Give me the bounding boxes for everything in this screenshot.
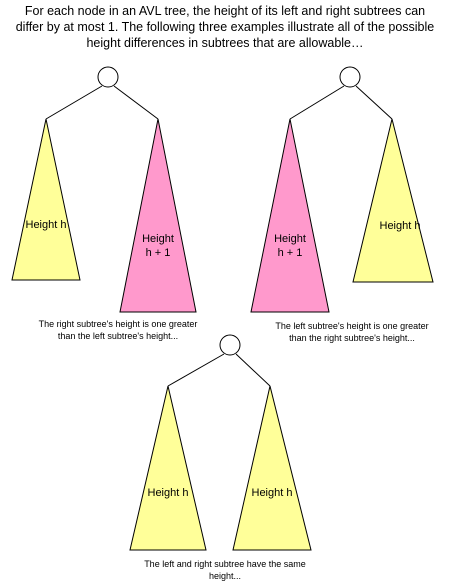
root-node <box>97 66 119 88</box>
example-left-taller: Height h + 1 Height h <box>250 66 434 313</box>
caption-line-2: height... <box>208 571 242 581</box>
caption-left-taller: The left subtree's height is one greater… <box>252 320 450 344</box>
caption-equal-height: The left and right subtree have the same… <box>130 558 320 582</box>
example-equal-height: Height h Height h <box>129 334 312 551</box>
intro-line-1: For each node in an AVL tree, the height… <box>24 4 426 18</box>
edge-left <box>167 353 225 387</box>
edge-right <box>235 353 271 387</box>
left-subtree-label: Height h <box>148 487 189 499</box>
caption-right-taller: The right subtree's height is one greate… <box>18 318 218 342</box>
right-subtree-label-2: h + 1 <box>146 247 171 259</box>
edge-right <box>113 85 159 120</box>
right-subtree-label: Height h <box>252 487 293 499</box>
example-right-taller: Height h Height h + 1 <box>11 66 197 313</box>
edge-left <box>45 85 103 120</box>
caption-line-1: The left subtree's height is one greater <box>275 321 429 331</box>
left-subtree-label: Height <box>274 233 306 245</box>
caption-line-1: The right subtree's height is one greate… <box>38 319 198 329</box>
root-node <box>339 66 361 88</box>
intro-line-2: differ by at most 1. The following three… <box>15 20 435 34</box>
root-node <box>219 334 241 356</box>
right-subtree-triangle <box>119 118 197 313</box>
left-subtree-triangle <box>11 118 81 281</box>
left-subtree-triangle <box>250 118 330 313</box>
intro-line-3: height differences in subtrees that are … <box>86 36 364 50</box>
right-subtree-triangle <box>232 385 312 551</box>
edge-left <box>289 85 345 120</box>
right-subtree-label: Height <box>142 233 174 245</box>
caption-line-2: than the left subtree's height... <box>57 331 179 341</box>
caption-line-2: than the right subtree's height... <box>289 333 415 343</box>
caption-line-1: The left and right subtree have the same <box>144 559 306 569</box>
edge-right <box>355 85 393 120</box>
left-subtree-label: Height h <box>26 219 67 231</box>
intro-text: For each node in an AVL tree, the height… <box>6 3 444 51</box>
right-subtree-label: Height h <box>380 220 421 232</box>
left-subtree-triangle <box>129 385 207 551</box>
right-subtree-triangle <box>352 118 434 283</box>
left-subtree-label-2: h + 1 <box>278 247 303 259</box>
